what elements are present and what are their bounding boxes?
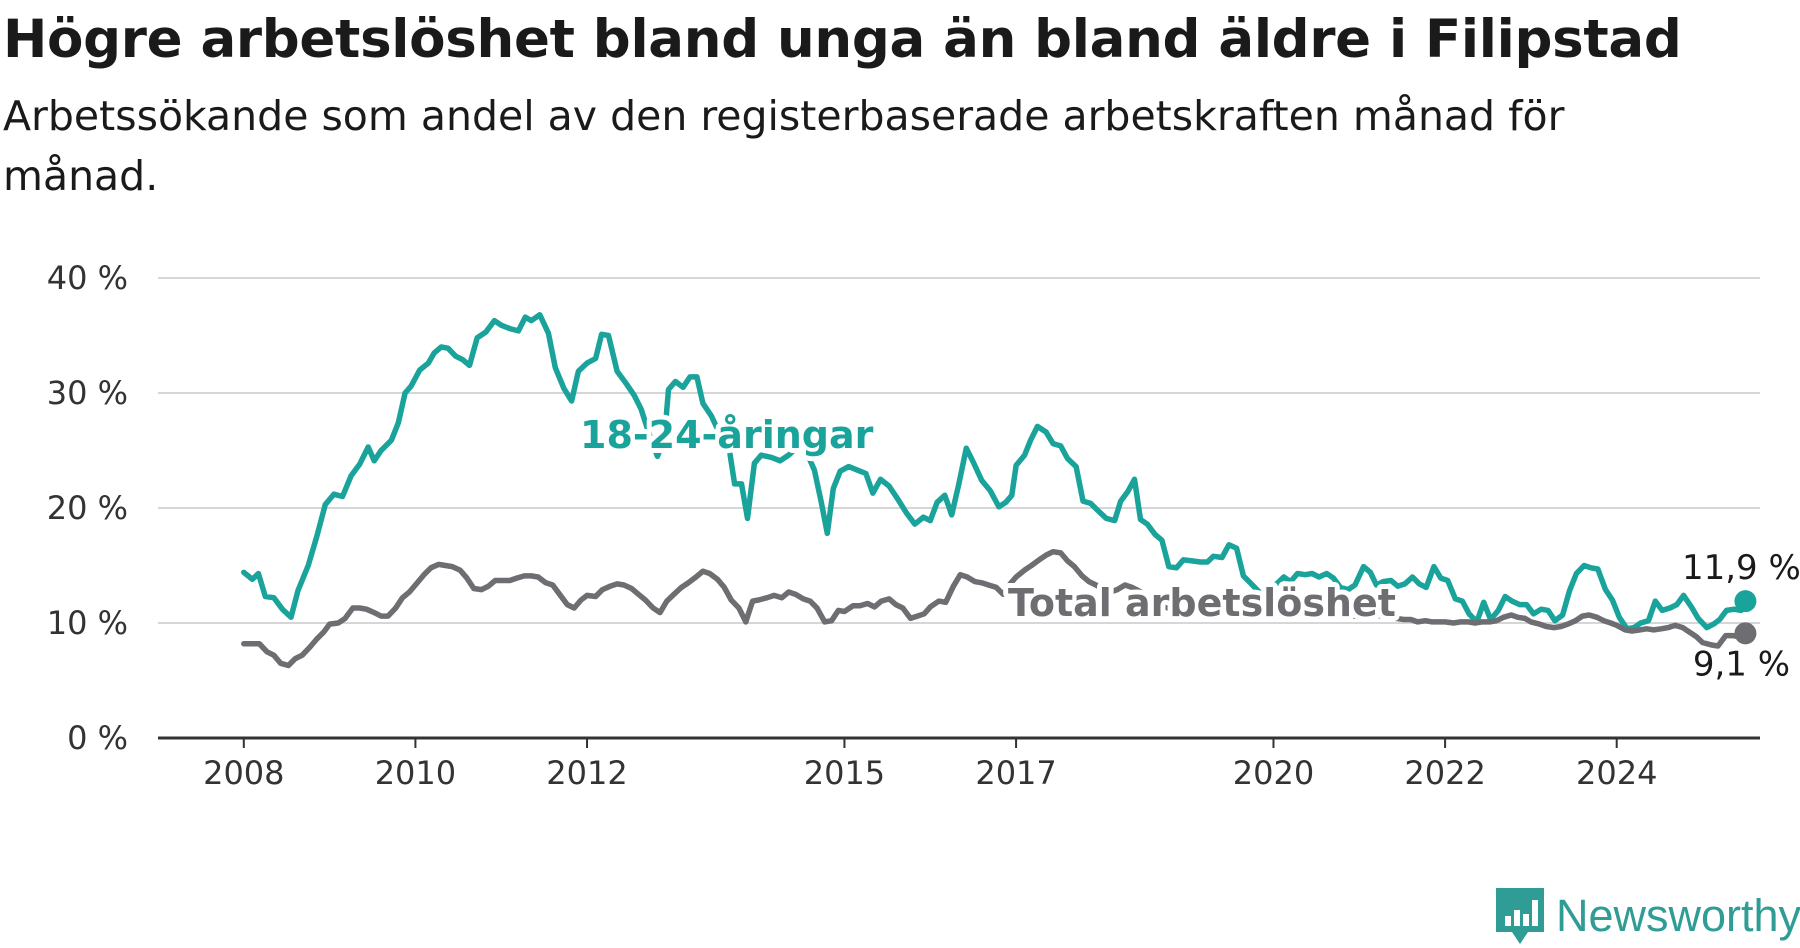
x-tick-label: 2020 <box>1233 754 1314 792</box>
x-axis-ticks: 2008 2010 2012 2015 2017 2020 2022 2024 <box>203 738 1657 792</box>
x-tick-label: 2022 <box>1404 754 1485 792</box>
end-markers: 11,9 % 9,1 % <box>1682 548 1800 684</box>
series-label-total: Total arbetslöshet <box>1008 581 1396 625</box>
y-tick-label: 20 % <box>47 489 128 527</box>
chart-subtitle: Arbetssökande som andel av den registerb… <box>3 92 1565 200</box>
y-tick-label: 40 % <box>47 259 128 297</box>
series-lines <box>241 312 1749 669</box>
chart-title: Högre arbetslöshet bland unga än bland ä… <box>3 9 1682 70</box>
series-line-total <box>241 548 1749 669</box>
y-axis-ticks: 0 % 10 % 20 % 30 % 40 % <box>47 259 128 757</box>
series-labels: 18-24-åringar Total arbetslöshet <box>575 408 1401 630</box>
gridlines <box>158 277 1760 624</box>
end-point-total <box>1734 622 1757 645</box>
y-tick-label: 30 % <box>47 374 128 412</box>
y-tick-label: 0 % <box>67 719 128 757</box>
x-tick-label: 2012 <box>546 754 627 792</box>
x-tick-label: 2015 <box>804 754 885 792</box>
series-line-youth <box>241 312 1749 632</box>
y-tick-label: 10 % <box>47 604 128 642</box>
newsworthy-logo-icon <box>1496 888 1544 944</box>
x-tick-label: 2017 <box>975 754 1056 792</box>
end-point-youth <box>1734 590 1757 613</box>
brand-name: Newsworthy <box>1556 890 1800 941</box>
end-label-youth: 11,9 % <box>1682 548 1800 588</box>
brand-logo: Newsworthy <box>1494 886 1800 946</box>
x-tick-label: 2010 <box>375 754 456 792</box>
x-tick-label: 2024 <box>1576 754 1657 792</box>
end-label-total: 9,1 % <box>1693 644 1790 684</box>
series-label-youth: 18-24-åringar <box>580 413 874 457</box>
x-tick-label: 2008 <box>203 754 284 792</box>
